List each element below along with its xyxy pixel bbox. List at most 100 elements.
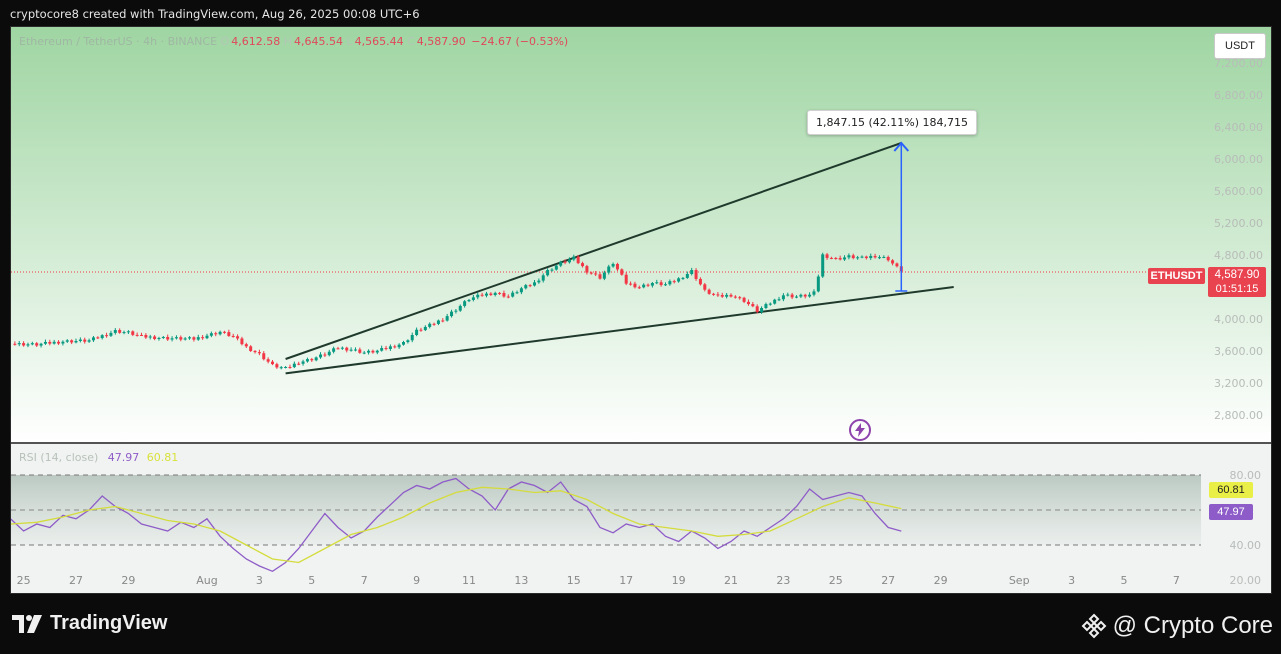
- candle-body: [358, 349, 362, 353]
- candle-body: [690, 270, 694, 274]
- price-axis-label: 2,800.00: [1214, 409, 1263, 422]
- candle-body: [275, 364, 279, 368]
- lightning-bolt-icon[interactable]: [849, 419, 871, 441]
- candle-body: [873, 255, 877, 258]
- candle-body: [222, 331, 226, 333]
- candle-body: [423, 326, 427, 331]
- rsi-axis-label: 80.00: [1230, 469, 1262, 482]
- open-value: 4,612.58: [231, 35, 281, 48]
- candle-body: [432, 323, 436, 325]
- candle-body: [838, 258, 842, 260]
- candle-body: [576, 256, 580, 264]
- date-axis-label: 5: [308, 574, 315, 587]
- chart-frame[interactable]: 7,200.00 6,800.00 6,400.00 6,000.00 5,600.00…: [10, 26, 1272, 594]
- candle-body: [755, 306, 759, 312]
- date-axis-label: 29: [934, 574, 948, 587]
- candle-body: [677, 278, 681, 282]
- candle-body: [567, 259, 571, 263]
- candle-body: [851, 255, 855, 259]
- candle-body: [585, 266, 589, 273]
- candle-body: [57, 341, 61, 344]
- currency-unit-button[interactable]: USDT: [1214, 33, 1266, 59]
- price-axis-label: 7,200.00: [1214, 57, 1263, 70]
- date-axis-label: 13: [514, 574, 528, 587]
- price-axis-label: 3,200.00: [1214, 377, 1263, 390]
- candle-body: [511, 292, 515, 297]
- candle-body: [113, 330, 117, 333]
- candle-body: [91, 337, 95, 341]
- candle-body: [498, 292, 502, 294]
- price-axis-label: 6,000.00: [1214, 153, 1263, 166]
- lower-trendline: [285, 286, 954, 375]
- date-axis: 25 27 29 Aug 3 5 7 9 11 13 15 17 19 21 23 25 27 29 Sep 3 5 7: [17, 574, 1180, 587]
- candle-body: [35, 343, 39, 346]
- candle-body: [860, 256, 864, 258]
- candle-body: [74, 341, 78, 343]
- candle-body: [829, 257, 833, 259]
- candle-body: [834, 257, 838, 259]
- candle-body: [589, 272, 593, 274]
- candle-body: [397, 344, 401, 348]
- candle-body: [144, 335, 148, 338]
- candle-body: [764, 304, 768, 309]
- date-axis-label: 5: [1121, 574, 1128, 587]
- price-axis: 7,200.00 6,800.00 6,400.00 6,000.00 5,600.00…: [1214, 57, 1263, 422]
- date-axis-label: 11: [462, 574, 476, 587]
- candle-body: [454, 310, 458, 312]
- candle-body: [419, 329, 423, 331]
- candle-body: [353, 349, 357, 351]
- date-axis-label: 7: [1173, 574, 1180, 587]
- candle-body: [236, 336, 240, 339]
- date-axis-label: 29: [121, 574, 135, 587]
- candle-body: [13, 343, 17, 345]
- candle-body: [349, 349, 353, 351]
- candle-body: [301, 361, 305, 364]
- measure-label: 1,847.15 (42.11%) 184,715: [807, 110, 977, 135]
- candle-body: [541, 275, 545, 281]
- candle-body: [550, 269, 554, 271]
- candle-body: [445, 316, 449, 321]
- candle-body: [166, 336, 170, 340]
- candle-body: [218, 331, 222, 335]
- price-axis-label: 4,800.00: [1214, 249, 1263, 262]
- rsi-ma-legend-value: 60.81: [146, 451, 179, 464]
- candle-body: [410, 335, 414, 341]
- candle-body: [126, 331, 130, 333]
- candle-body: [637, 287, 641, 289]
- candle-body: [209, 333, 213, 336]
- candle-body: [262, 353, 266, 360]
- candle-body: [672, 281, 676, 283]
- candle-body: [633, 283, 637, 288]
- candle-body: [109, 332, 113, 336]
- candle-body: [607, 266, 611, 273]
- candle-body: [729, 294, 733, 297]
- candle-body: [524, 285, 528, 289]
- candle-body: [26, 344, 30, 346]
- candle-body: [795, 296, 798, 298]
- chart-canvas[interactable]: 7,200.00 6,800.00 6,400.00 6,000.00 5,600.00…: [11, 27, 1272, 594]
- price-axis-label: 3,600.00: [1214, 345, 1263, 358]
- candle-body: [161, 336, 165, 338]
- rsi-legend-value: 47.97: [107, 451, 140, 464]
- candle-body: [869, 255, 873, 259]
- candle-body: [799, 294, 803, 297]
- candle-body: [642, 284, 646, 288]
- candle-body: [231, 335, 235, 337]
- candle-body: [581, 263, 585, 267]
- candle-body: [157, 337, 161, 339]
- date-axis-label: 27: [881, 574, 895, 587]
- candle-body: [271, 361, 274, 365]
- candle-body: [380, 348, 384, 351]
- candle-body: [720, 295, 724, 297]
- candle-body: [808, 294, 812, 297]
- candle-body: [310, 359, 314, 361]
- candle-body: [725, 294, 729, 297]
- candle-body: [790, 294, 794, 298]
- candle-body: [297, 363, 301, 365]
- candle-body: [781, 295, 785, 300]
- rsi-axis-label: 40.00: [1230, 539, 1262, 552]
- candle-body: [733, 296, 737, 298]
- candle-body: [402, 342, 405, 345]
- rsi-lines: [11, 477, 902, 573]
- candle-body: [362, 352, 366, 354]
